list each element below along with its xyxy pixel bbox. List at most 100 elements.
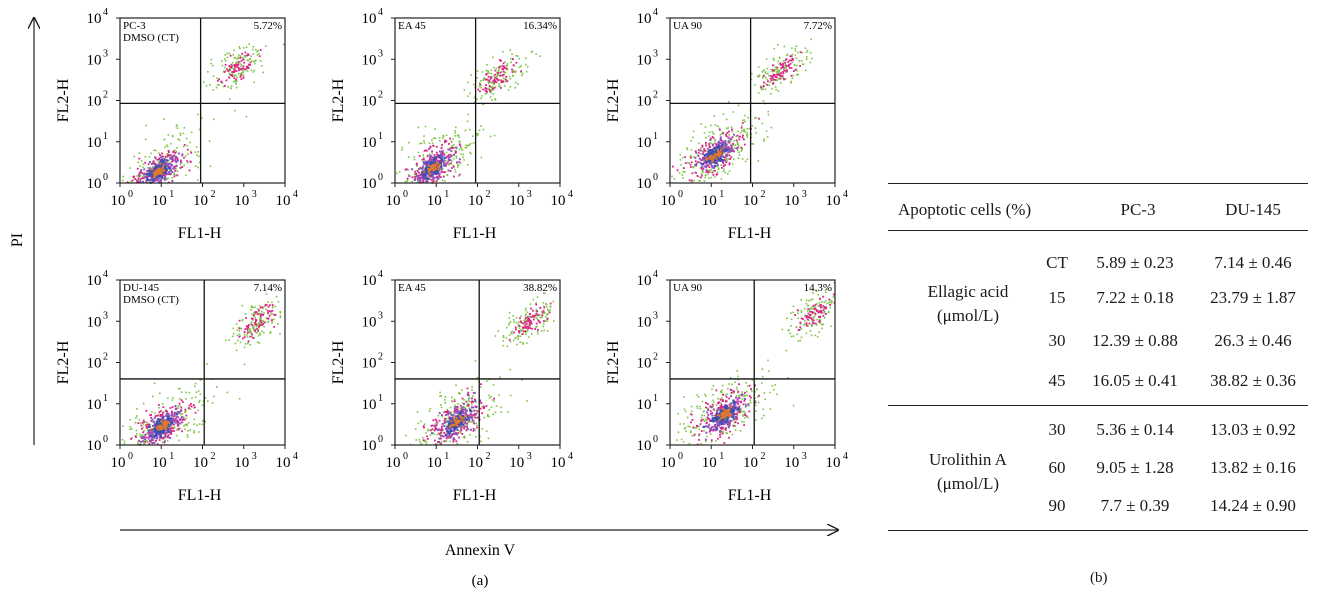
scatter-point (212, 64, 214, 67)
scatter-point (480, 156, 483, 159)
scatter-point (459, 404, 462, 407)
scatter-point (426, 149, 428, 152)
scatter-point (162, 160, 165, 163)
scatter-point (430, 161, 434, 164)
scatter-point (440, 159, 443, 162)
scatter-point (499, 71, 502, 74)
annexin-axis-label: Annexin V (445, 542, 516, 559)
scatter-point (459, 407, 462, 410)
scatter-point (791, 53, 794, 56)
scatter-point (515, 61, 518, 64)
scatter-point (164, 433, 167, 436)
scatter-point (176, 159, 179, 162)
scatter-point (473, 96, 476, 99)
scatter-point (183, 144, 186, 146)
scatter-point (496, 77, 498, 80)
scatter-point (432, 163, 435, 166)
scatter-point (522, 326, 525, 329)
scatter-point (163, 419, 165, 421)
scatter-point (699, 176, 702, 179)
scatter-point (792, 305, 795, 308)
scatter-point (167, 430, 170, 433)
scatter-point (416, 169, 419, 172)
scatter-point (235, 78, 237, 81)
scatter-point (163, 440, 166, 443)
scatter-point (465, 425, 468, 427)
scatter-point (170, 431, 172, 434)
scatter-point (541, 310, 543, 313)
scatter-point (246, 59, 249, 61)
x-tick-exponent: 4 (293, 451, 298, 462)
scatter-point (792, 311, 794, 314)
scatter-point (138, 171, 141, 174)
scatter-point (466, 423, 468, 425)
scatter-point (242, 56, 244, 59)
scatter-point (744, 131, 747, 133)
scatter-point (238, 319, 241, 322)
scatter-point (439, 157, 442, 159)
scatter-point (728, 154, 731, 157)
scatter-point (154, 149, 157, 152)
scatter-point (455, 440, 458, 443)
scatter-point (449, 170, 452, 172)
scatter-point (419, 166, 422, 169)
scatter-point (162, 430, 165, 434)
scatter-point (528, 323, 530, 326)
scatter-point (707, 164, 709, 167)
scatter-point (708, 131, 711, 133)
scatter-point (252, 71, 254, 73)
scatter-point (490, 91, 492, 94)
scatter-point (467, 416, 470, 419)
scatter-point (256, 331, 258, 334)
scatter-point (243, 334, 246, 336)
scatter-point (246, 329, 249, 331)
scatter-point (238, 327, 241, 330)
scatter-point (432, 167, 435, 170)
scatter-point (411, 180, 413, 183)
scatter-point (271, 305, 274, 308)
scatter-point (799, 65, 801, 67)
scatter-point (422, 436, 424, 439)
y-tick-label: 10 (362, 94, 377, 110)
scatter-point (725, 135, 728, 138)
x-tick-exponent: 1 (444, 189, 449, 200)
scatter-point (712, 150, 715, 153)
scatter-point (259, 319, 261, 322)
scatter-point (735, 409, 738, 412)
scatter-point (455, 157, 458, 159)
scatter-point (690, 140, 693, 142)
scatter-point (685, 430, 687, 432)
scatter-point (432, 176, 435, 179)
scatter-point (212, 89, 215, 91)
scatter-point (433, 169, 436, 171)
scatter-point (492, 413, 495, 416)
scatter-point (166, 416, 169, 419)
scatter-point (481, 405, 484, 408)
scatter-point (524, 325, 527, 327)
scatter-point (188, 407, 190, 410)
scatter-point (713, 409, 716, 412)
scatter-point (157, 425, 160, 428)
scatter-point (535, 302, 537, 304)
scatter-point (690, 179, 693, 182)
scatter-point (427, 169, 430, 172)
scatter-point (440, 434, 442, 437)
scatter-point (250, 317, 253, 320)
scatter-point (494, 69, 497, 72)
scatter-point (473, 101, 476, 103)
scatter-point (147, 169, 150, 172)
scatter-point (763, 414, 765, 417)
scatter-point (491, 399, 494, 401)
scatter-point (243, 55, 246, 57)
scatter-point (774, 76, 777, 78)
scatter-point (480, 125, 482, 127)
scatter-point (799, 339, 802, 342)
scatter-point (148, 430, 151, 433)
scatter-point (794, 54, 797, 57)
scatter-point (439, 429, 442, 431)
scatter-point (479, 83, 481, 86)
scatter-point (744, 121, 746, 123)
scatter-point (735, 394, 738, 397)
scatter-point (796, 69, 798, 72)
scatter-point (419, 179, 422, 182)
